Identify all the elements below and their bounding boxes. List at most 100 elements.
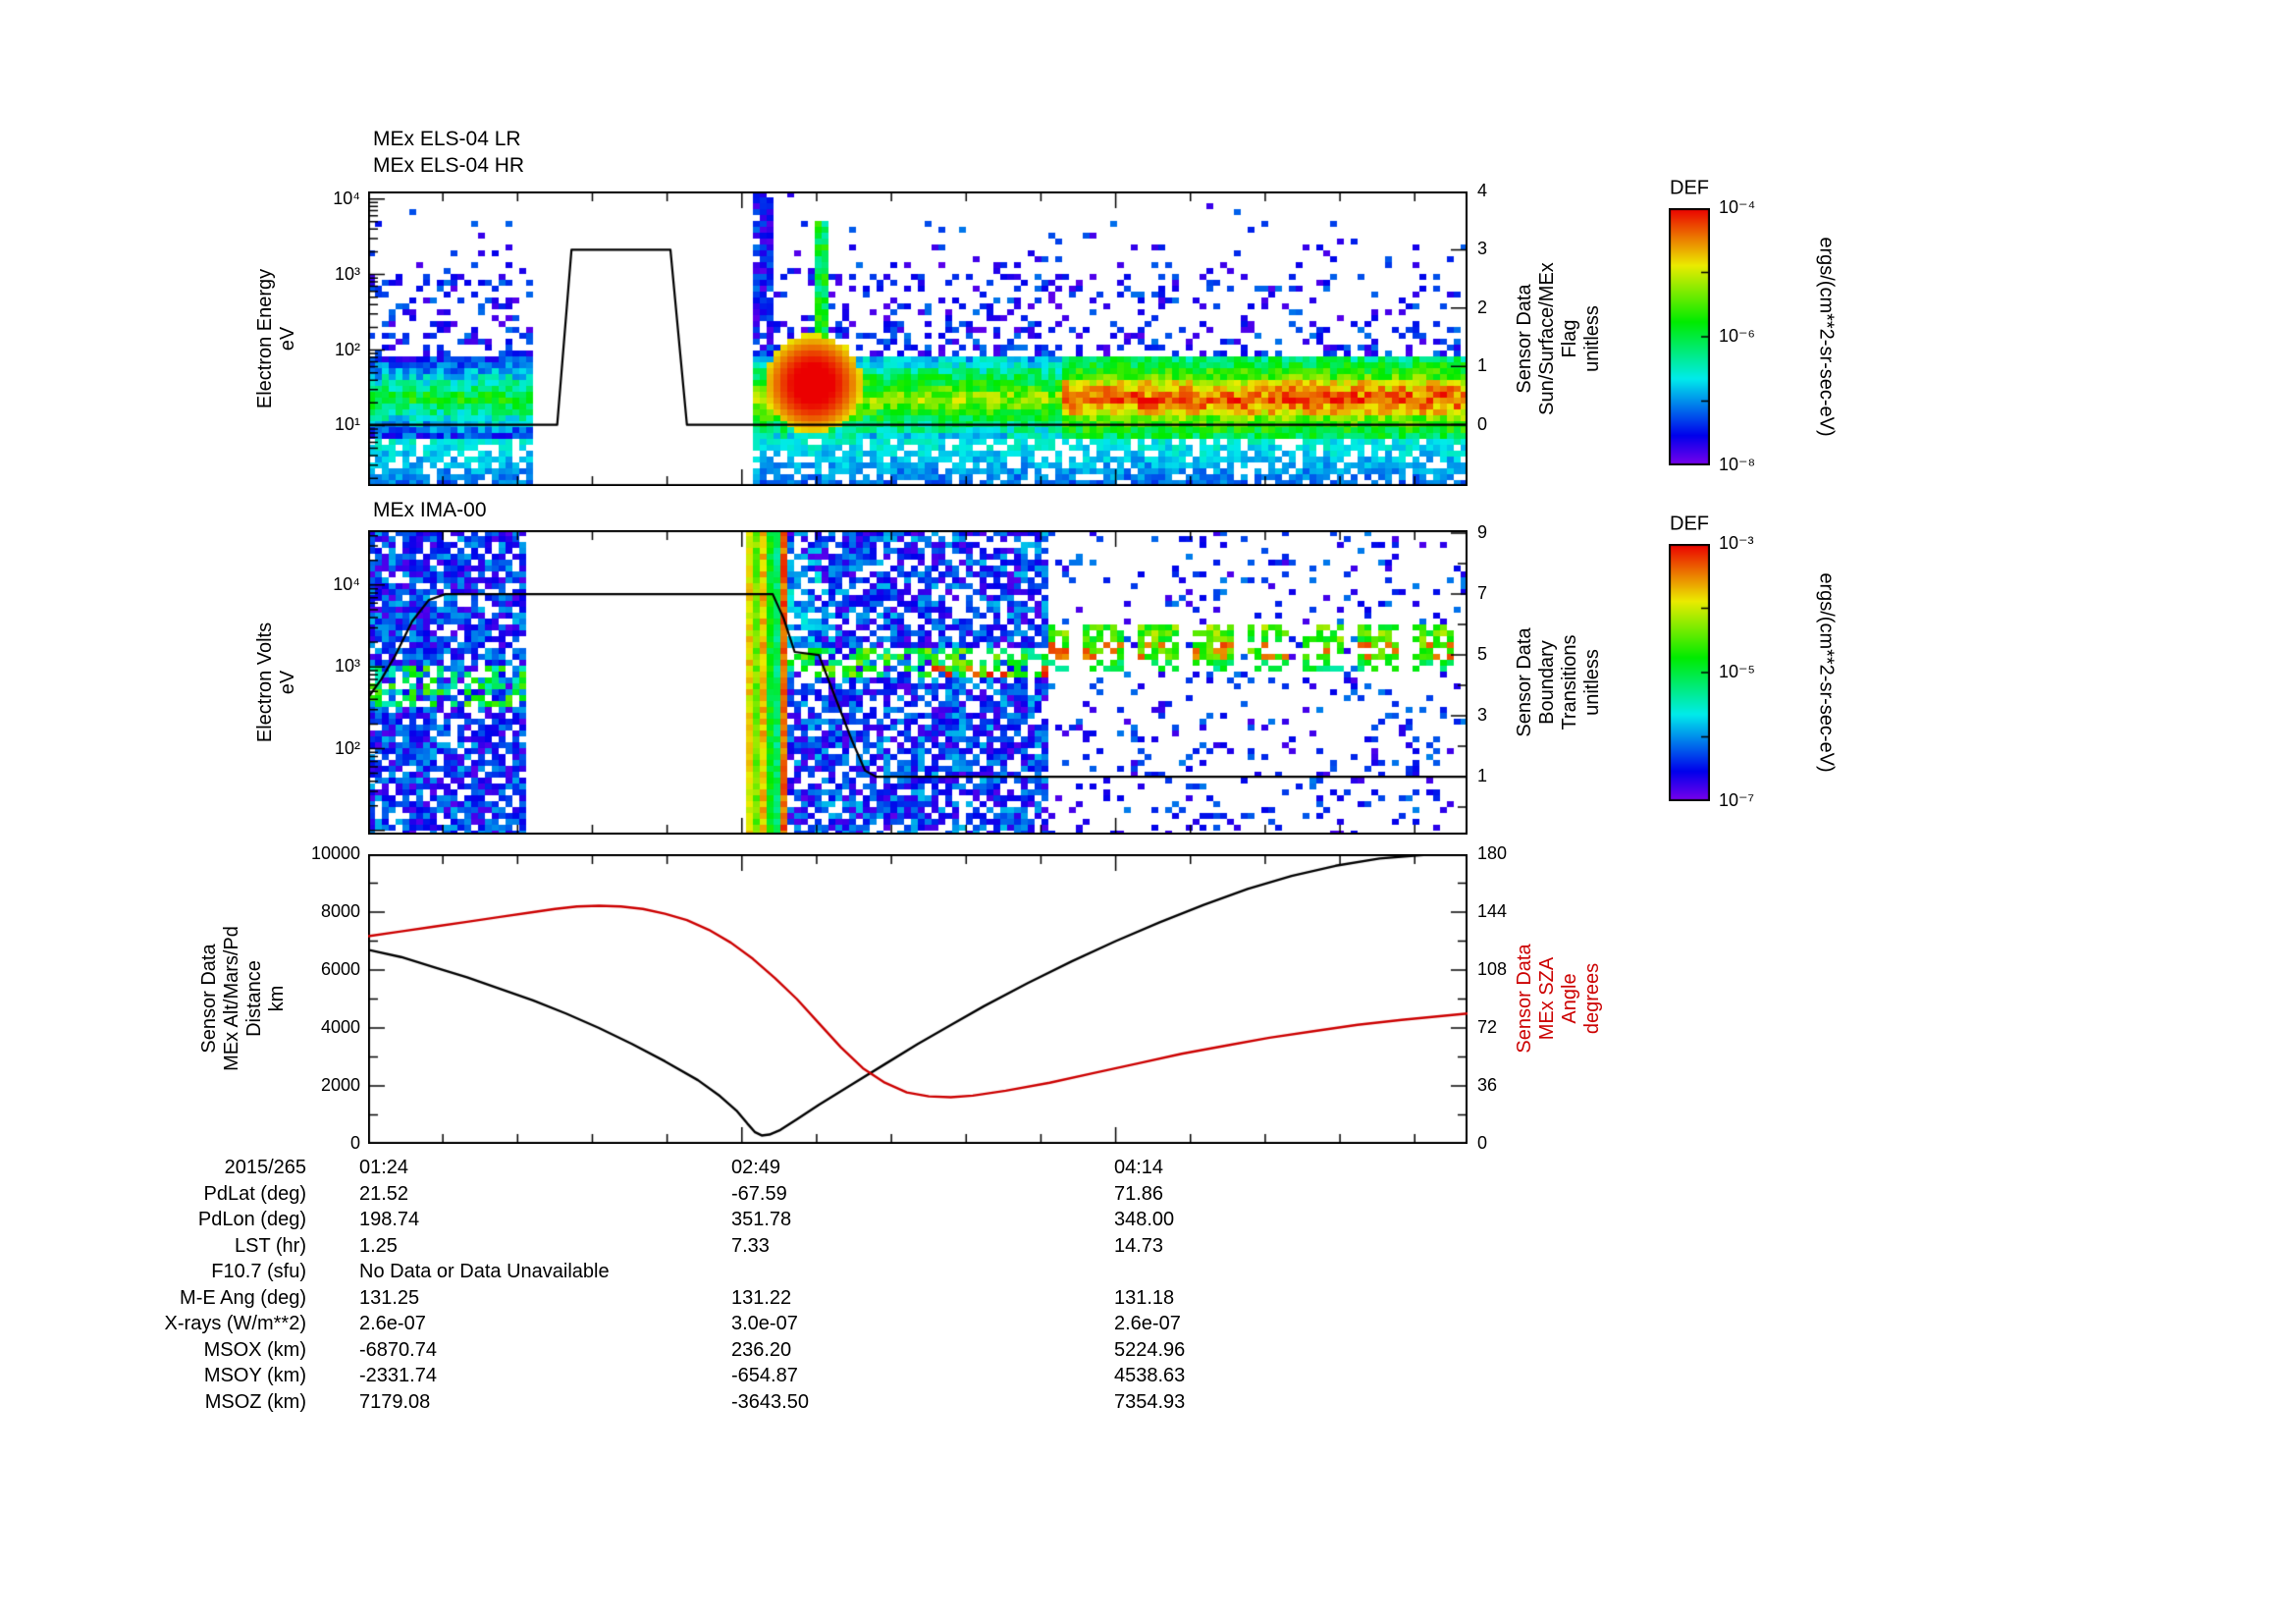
orbit-sza-tick-label: 0 — [1477, 1133, 1488, 1154]
orbit-ytick-label: 4000 — [320, 1017, 360, 1038]
table-cell: 21.52 — [359, 1182, 409, 1205]
table-row-label: F10.7 (sfu) — [211, 1261, 306, 1282]
colorbar-tick-label: 10⁻⁸ — [1719, 455, 1756, 475]
orbit-sza-tick-label: 36 — [1477, 1075, 1498, 1096]
colorbar-tick-label: 10⁻⁴ — [1719, 197, 1756, 218]
els-right-axis-label: Sensor Data Sun/Surface/MEx Flag unitles… — [1514, 262, 1604, 415]
els-flag-tick-label: 4 — [1477, 181, 1488, 201]
orbit-y-axis-label-line: Sensor Data — [198, 944, 220, 1054]
els-right-axis-label-line: Sensor Data — [1514, 284, 1535, 394]
orbit-y-axis-label-line: MEx Alt/Mars/Pd — [221, 926, 242, 1071]
ima-y-axis-label: Electron Volts eV — [254, 622, 299, 742]
ima-right-axis-label-line: Boundary — [1536, 640, 1558, 725]
ima-right-axis-label-line: unitless — [1581, 649, 1603, 716]
table-cell: 71.86 — [1114, 1182, 1164, 1205]
colorbar1-unit-label: ergs/(cm**2-sr-sec-eV) — [1815, 237, 1838, 436]
time-axis-row-label: 2015/265 — [224, 1157, 306, 1178]
els-flag-tick-label: 3 — [1477, 239, 1488, 259]
table-cell: 3.0e-07 — [731, 1313, 798, 1334]
table-cell: 131.22 — [731, 1286, 792, 1309]
table-row-label: X-rays (W/m**2) — [164, 1313, 306, 1334]
orbit-sza-tick-label: 72 — [1477, 1017, 1498, 1038]
ima-title: MEx IMA-00 — [373, 499, 487, 521]
els-flag-tick-label: 0 — [1477, 413, 1488, 434]
table-cell: 131.25 — [359, 1286, 420, 1309]
table-cell: -6870.74 — [359, 1338, 437, 1361]
orbit-ytick-label: 2000 — [320, 1075, 360, 1096]
table-cell: 2.6e-07 — [359, 1313, 426, 1334]
ima-y-axis-label-line: Electron Volts — [254, 622, 276, 743]
table-cell: 198.74 — [359, 1209, 420, 1230]
orbit-ytick-label: 10000 — [310, 843, 360, 864]
orbit-ytick-label: 6000 — [320, 959, 360, 980]
time-tick-label: 04:14 — [1114, 1157, 1164, 1178]
table-cell: 7179.08 — [359, 1390, 431, 1413]
orbit-sza-tick-label: 144 — [1477, 901, 1508, 922]
colorbar2-gradient — [1669, 544, 1710, 801]
table-cell: 2.6e-07 — [1114, 1313, 1181, 1334]
els-flag-tick-label: 1 — [1477, 355, 1488, 376]
colorbar-tick-label: 10⁻⁶ — [1719, 326, 1755, 347]
ima-right-axis-label: Sensor Data Boundary Transitions unitles… — [1514, 627, 1604, 736]
els-title-hr: MEx ELS-04 HR — [373, 154, 525, 177]
colorbar1-unit-text: ergs/(cm**2-sr-sec-eV) — [1815, 237, 1838, 437]
table-row-label: LST (hr) — [235, 1234, 306, 1257]
ima-ytick-label: 10³ — [334, 656, 360, 676]
orbit-y-axis-label-line: km — [266, 985, 288, 1012]
els-right-axis-label-line: unitless — [1581, 305, 1603, 372]
orbit-ytick-label: 0 — [349, 1133, 360, 1154]
els-y-axis-label-line: Electron Energy — [254, 268, 276, 409]
els-spectrogram-canvas — [368, 191, 1468, 486]
orbit-y-axis-label: Sensor Data MEx Alt/Mars/Pd Distance km — [198, 926, 289, 1071]
table-cell: 5224.96 — [1114, 1338, 1186, 1361]
table-cell: -654.87 — [731, 1365, 798, 1386]
ima-boundary-tick-label: 5 — [1477, 644, 1488, 665]
table-cell: -2331.74 — [359, 1365, 437, 1386]
colorbar2-unit-label: ergs/(cm**2-sr-sec-eV) — [1815, 572, 1838, 772]
ima-boundary-tick-label: 7 — [1477, 583, 1488, 604]
colorbar1-def-title: DEF — [1670, 177, 1709, 199]
table-cell: 7.33 — [731, 1234, 770, 1257]
time-tick-label: 01:24 — [359, 1157, 409, 1178]
els-panel-title: MEx ELS-04 LR MEx ELS-04 HR — [373, 126, 524, 179]
ima-right-axis-label-line: Transitions — [1559, 634, 1580, 730]
table-cell: -3643.50 — [731, 1390, 809, 1413]
els-y-axis-label: Electron Energy eV — [254, 269, 299, 408]
table-cell: 131.18 — [1114, 1286, 1175, 1309]
table-cell: 4538.63 — [1114, 1365, 1186, 1386]
els-right-axis-label-line: Sun/Surface/MEx — [1536, 262, 1558, 415]
colorbar-tick-label: 10⁻⁵ — [1719, 662, 1755, 682]
els-title-lr: MEx ELS-04 LR — [373, 128, 521, 150]
els-ytick-label: 10² — [334, 339, 360, 359]
ima-boundary-tick-label: 9 — [1477, 522, 1488, 543]
orbit-sza-axis-label: Sensor Data MEx SZA Angle degrees — [1514, 944, 1604, 1053]
ima-y-axis-label-line: eV — [277, 670, 298, 695]
table-cell: 14.73 — [1114, 1234, 1164, 1257]
orbit-sza-axis-label-line: Angle — [1559, 973, 1580, 1024]
ima-boundary-tick-label: 1 — [1477, 766, 1488, 786]
table-row-label: MSOX (km) — [203, 1338, 306, 1361]
els-flag-tick-label: 2 — [1477, 298, 1488, 317]
ima-right-axis-label-line: Sensor Data — [1514, 627, 1535, 737]
ima-boundary-tick-label: 3 — [1477, 705, 1488, 726]
els-y-axis-label-line: eV — [277, 326, 298, 352]
orbit-sza-axis-label-line: degrees — [1581, 962, 1603, 1035]
ima-panel-title: MEx IMA-00 — [373, 497, 487, 523]
orbit-sza-axis-label-line: Sensor Data — [1514, 944, 1535, 1054]
table-cell: 7354.93 — [1114, 1390, 1186, 1413]
els-right-axis-label-line: Flag — [1559, 319, 1580, 358]
table-cell: 351.78 — [731, 1209, 792, 1230]
colorbar2-unit-text: ergs/(cm**2-sr-sec-eV) — [1815, 572, 1838, 773]
time-tick-label: 02:49 — [731, 1157, 781, 1178]
orbit-ytick-label: 8000 — [320, 901, 360, 922]
table-row-label: PdLon (deg) — [197, 1209, 306, 1230]
table-row-label: M-E Ang (deg) — [180, 1286, 306, 1309]
ima-ytick-label: 10⁴ — [333, 574, 360, 595]
colorbar-tick-label: 10⁻⁷ — [1719, 790, 1755, 811]
colorbar1-gradient — [1669, 208, 1710, 465]
table-cell: 236.20 — [731, 1338, 792, 1361]
ima-spectrogram-canvas — [368, 530, 1468, 835]
colorbar-tick-label: 10⁻³ — [1719, 533, 1754, 554]
els-ytick-label: 10¹ — [334, 414, 360, 435]
